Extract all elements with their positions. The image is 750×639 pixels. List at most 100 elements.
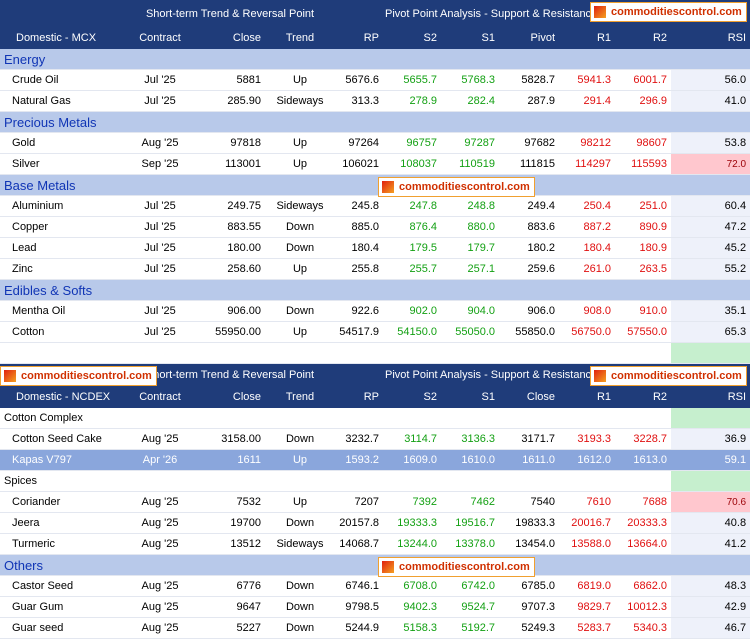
cell: 97287 [441,132,500,154]
cell: Guar seed [0,617,125,639]
header-row: Domestic - MCX Contract Close Trend RP S2 S1 Pi… [0,27,750,49]
spacer-row [0,342,750,364]
rsi-cell [671,408,750,429]
cell: Aug '25 [125,428,195,450]
data-row: Guar Gum Aug '25 9647 Down 9798.5 9402.3 9524.… [0,596,750,618]
cell: 883.6 [499,216,560,238]
cell: 255.7 [383,258,442,280]
cell: 180.9 [615,237,672,259]
cell: 5227 [195,617,265,639]
cell: 883.55 [195,216,265,238]
group-name: Precious Metals [0,111,672,133]
banner-cell: commoditiescontrol.com [0,363,157,386]
cell: 255.8 [335,258,384,280]
data-row: Copper Jul '25 883.55 Down 885.0 876.4 880.0 88… [0,216,750,238]
group-name: Cotton Complex [0,408,672,429]
cell: Up [265,153,336,175]
cell: Jul '25 [125,90,195,112]
cell: 57550.0 [615,321,672,343]
cell: Up [265,321,336,343]
cell: Aug '25 [125,617,195,639]
cell: Zinc [0,258,125,280]
column-header: RSI [671,386,750,408]
rsi-cell [671,111,750,133]
cell: 258.60 [195,258,265,280]
cell: 47.2 [671,216,750,238]
cell: 1609.0 [383,449,442,471]
column-header: S2 [383,27,442,49]
cell: Jul '25 [125,237,195,259]
column-header: R1 [559,386,616,408]
cell: Sep '25 [125,153,195,175]
cell: 9647 [195,596,265,618]
cell: 285.90 [195,90,265,112]
cell: 97264 [335,132,384,154]
banner-cell [0,0,125,27]
cell: 9402.3 [383,596,442,618]
cell: 108037 [383,153,442,175]
cell: 55.2 [671,258,750,280]
cell: 180.4 [335,237,384,259]
cell: Castor Seed [0,575,125,597]
cell: Aluminium [0,195,125,217]
cell: 13512 [195,533,265,555]
spacer [0,342,672,364]
cell: 115593 [615,153,672,175]
data-row: Guar seed Aug '25 5227 Down 5244.9 5158.3 5192… [0,617,750,639]
cell: 296.9 [615,90,672,112]
cell: Down [265,237,336,259]
cell: 14068.7 [335,533,384,555]
cell: 13244.0 [383,533,442,555]
banner-left: Short-term Trend & Reversal Point [125,363,336,386]
cell: 278.9 [383,90,442,112]
cell: 291.4 [559,90,616,112]
group-row: Precious Metals [0,111,750,133]
cell: 282.4 [441,90,500,112]
rsi-cell [671,174,750,196]
cell: Cotton [0,321,125,343]
cell: 887.2 [559,216,616,238]
cell: Silver [0,153,125,175]
cell: 20333.3 [615,512,672,534]
cell: 6742.0 [441,575,500,597]
cell: 54517.9 [335,321,384,343]
cell: 72.0 [671,153,750,175]
column-header: R2 [615,27,672,49]
column-header: Trend [265,386,336,408]
cell: 5283.7 [559,617,616,639]
cell: Mentha Oil [0,300,125,322]
cell: 249.4 [499,195,560,217]
cell: 906.00 [195,300,265,322]
column-header: Close [195,386,265,408]
column-header: R2 [615,386,672,408]
rsi-cell [671,49,750,70]
cell: 7532 [195,491,265,513]
cell: Up [265,69,336,91]
logo: commoditiescontrol.com [0,366,157,386]
cell: 180.4 [559,237,616,259]
cell: 13664.0 [615,533,672,555]
group-name: Others commoditiescontrol.com [0,554,672,577]
cell: 70.6 [671,491,750,513]
cell: 113001 [195,153,265,175]
cell: 5881 [195,69,265,91]
cell: 19333.3 [383,512,442,534]
cell: 20157.8 [335,512,384,534]
cell: 59.1 [671,449,750,471]
data-row: Castor Seed Aug '25 6776 Down 6746.1 6708.0 67… [0,575,750,597]
cell: Coriander [0,491,125,513]
cell: 55850.0 [499,321,560,343]
cell: 251.0 [615,195,672,217]
cell: Down [265,596,336,618]
cell: 179.7 [441,237,500,259]
cell: 98607 [615,132,672,154]
cell: 9829.7 [559,596,616,618]
cell: 7540 [499,491,560,513]
cell: 6776 [195,575,265,597]
cell: 40.8 [671,512,750,534]
cell: 259.6 [499,258,560,280]
cell: 3193.3 [559,428,616,450]
cell: 1613.0 [615,449,672,471]
cell: 1611.0 [499,449,560,471]
